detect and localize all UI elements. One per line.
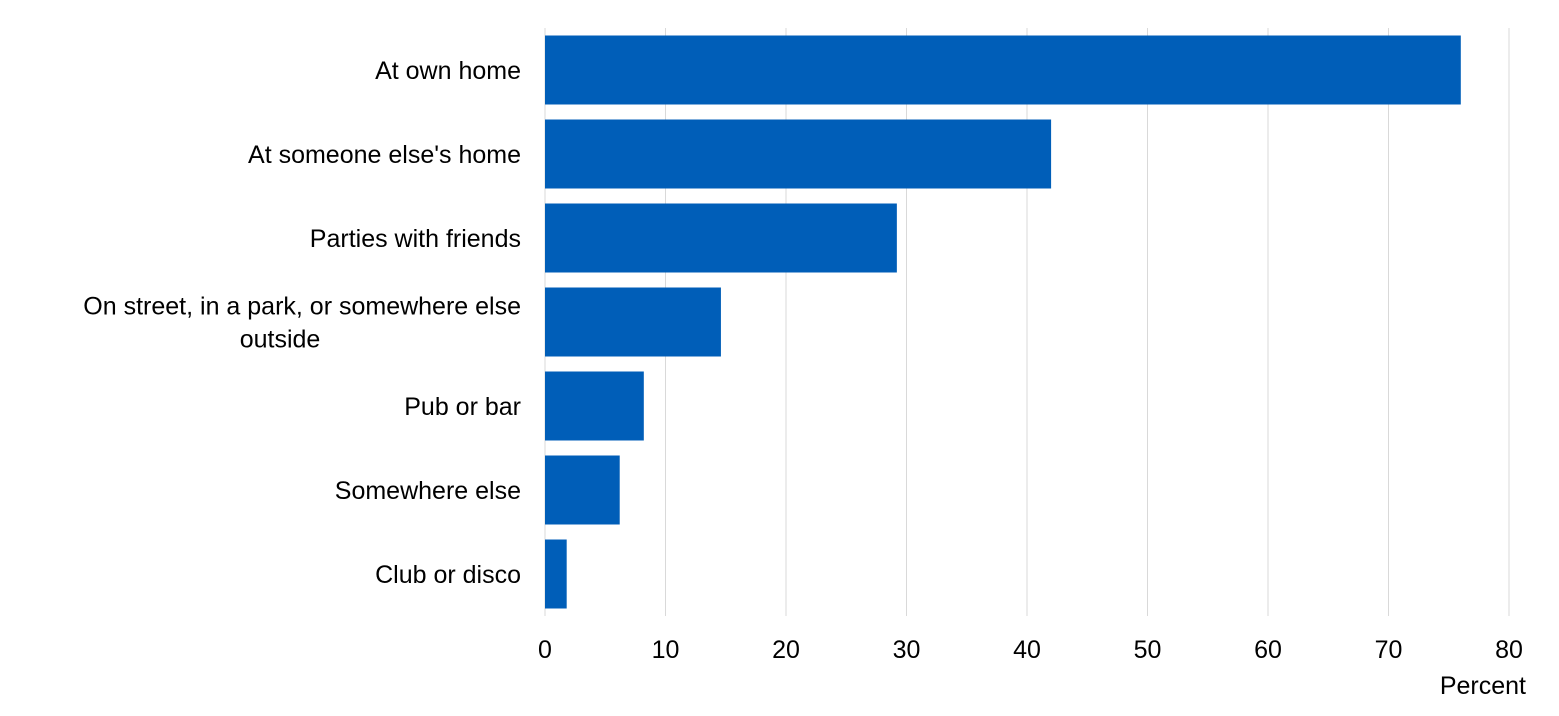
bar xyxy=(545,287,721,357)
bar xyxy=(545,35,1461,105)
x-tick-label: 0 xyxy=(538,636,552,664)
x-tick-label: 70 xyxy=(1375,636,1403,664)
bars xyxy=(545,35,1461,609)
category-label: On street, in a park, or somewhere else o… xyxy=(83,293,521,354)
category-label: At someone else's home xyxy=(248,141,521,169)
category-label: Club or disco xyxy=(375,561,521,589)
x-tick-label: 20 xyxy=(772,636,800,664)
x-tick-label: 80 xyxy=(1495,636,1523,664)
x-tick-label: 40 xyxy=(1013,636,1041,664)
category-label: Parties with friends xyxy=(310,225,521,253)
bar xyxy=(545,539,567,609)
category-label-line: On street, in a park, or somewhere else xyxy=(83,293,521,321)
category-label-line: outside xyxy=(240,326,321,354)
category-label: Pub or bar xyxy=(404,393,521,421)
x-tick-labels: 0 10 20 30 40 50 60 70 80 xyxy=(538,636,1523,664)
bar xyxy=(545,203,897,273)
category-label: At own home xyxy=(375,57,521,85)
category-labels: At own home At someone else's home Parties… xyxy=(83,57,521,589)
bar xyxy=(545,371,644,441)
x-tick-label: 50 xyxy=(1134,636,1162,664)
x-tick-label: 60 xyxy=(1254,636,1282,664)
category-label: Somewhere else xyxy=(335,477,521,505)
bar xyxy=(545,455,620,525)
bar xyxy=(545,119,1052,189)
x-tick-label: 30 xyxy=(893,636,921,664)
x-tick-label: 10 xyxy=(652,636,680,664)
x-axis-title: Percent xyxy=(1440,672,1526,700)
